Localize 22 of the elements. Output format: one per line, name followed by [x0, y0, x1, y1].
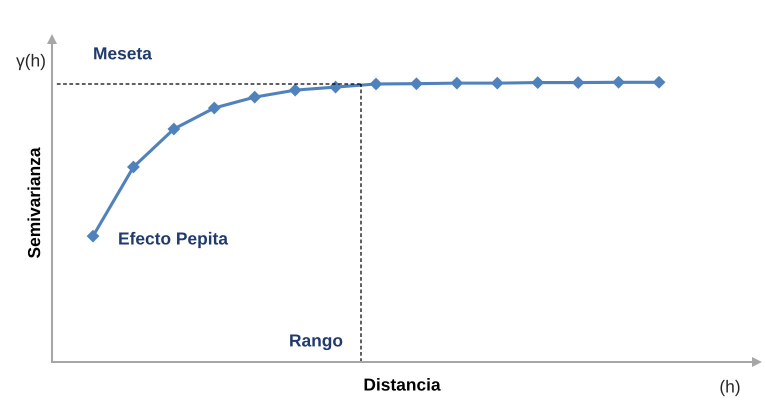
- point: [572, 76, 585, 89]
- point: [288, 84, 302, 97]
- text: γ(h): [16, 54, 45, 70]
- point: [86, 230, 100, 243]
- annotation: Rango: [290, 334, 342, 350]
- point: [167, 122, 180, 136]
- point: [329, 80, 342, 94]
- y-axis-title: Semivarianza: [27, 147, 40, 258]
- point: [248, 90, 262, 104]
- point: [370, 78, 382, 90]
- annotation: Efecto Pepita: [119, 232, 228, 248]
- point: [450, 76, 464, 90]
- point: [410, 77, 423, 90]
- point: [612, 76, 625, 89]
- text: (h): [720, 380, 740, 396]
- point: [127, 160, 140, 174]
- ref-line-label: Meseta: [94, 47, 152, 60]
- point: [208, 102, 221, 114]
- point: [490, 76, 504, 90]
- x-axis-title: Distancia: [364, 378, 441, 391]
- point: [652, 76, 666, 89]
- point: [531, 76, 544, 89]
